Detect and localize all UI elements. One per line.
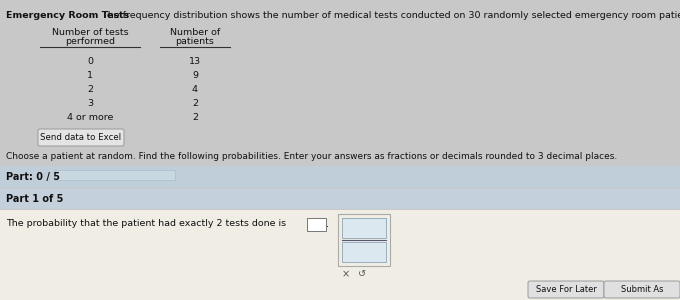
Text: Send data to Excel: Send data to Excel — [40, 133, 122, 142]
Bar — [55, 170, 175, 180]
Text: Part: 0 / 5: Part: 0 / 5 — [6, 172, 60, 182]
Text: Number of tests: Number of tests — [52, 28, 129, 37]
FancyBboxPatch shape — [307, 218, 326, 230]
Text: 2: 2 — [87, 85, 93, 94]
Text: Part 1 of 5: Part 1 of 5 — [6, 194, 63, 204]
Text: 3: 3 — [87, 99, 93, 108]
Text: Submit As: Submit As — [621, 285, 663, 294]
Bar — [0, 210, 680, 300]
Text: Save For Later: Save For Later — [536, 285, 596, 294]
Text: 9: 9 — [192, 71, 198, 80]
Text: The probability that the patient had exactly 2 tests done is: The probability that the patient had exa… — [6, 220, 286, 229]
Text: Emergency Room Tests: Emergency Room Tests — [6, 11, 129, 20]
Text: Choose a patient at random. Find the following probabilities. Enter your answers: Choose a patient at random. Find the fol… — [6, 152, 617, 161]
Text: 0: 0 — [87, 57, 93, 66]
Bar — [0, 189, 680, 209]
FancyBboxPatch shape — [604, 281, 680, 298]
Text: The frequency distribution shows the number of medical tests conducted on 30 ran: The frequency distribution shows the num… — [99, 11, 680, 20]
Text: 4 or more: 4 or more — [67, 113, 113, 122]
Text: .: . — [326, 219, 329, 229]
Text: 13: 13 — [189, 57, 201, 66]
Text: performed: performed — [65, 37, 115, 46]
Bar — [338, 214, 390, 266]
FancyBboxPatch shape — [38, 129, 124, 146]
Text: 4: 4 — [192, 85, 198, 94]
Bar — [342, 218, 386, 238]
Text: ×: × — [342, 269, 350, 279]
Bar — [0, 166, 680, 188]
FancyBboxPatch shape — [528, 281, 604, 298]
Text: 2: 2 — [192, 113, 198, 122]
Bar — [342, 242, 386, 262]
Text: 2: 2 — [192, 99, 198, 108]
Text: ↺: ↺ — [358, 269, 366, 279]
Text: patients: patients — [175, 37, 214, 46]
Text: Number of: Number of — [170, 28, 220, 37]
Text: 1: 1 — [87, 71, 93, 80]
